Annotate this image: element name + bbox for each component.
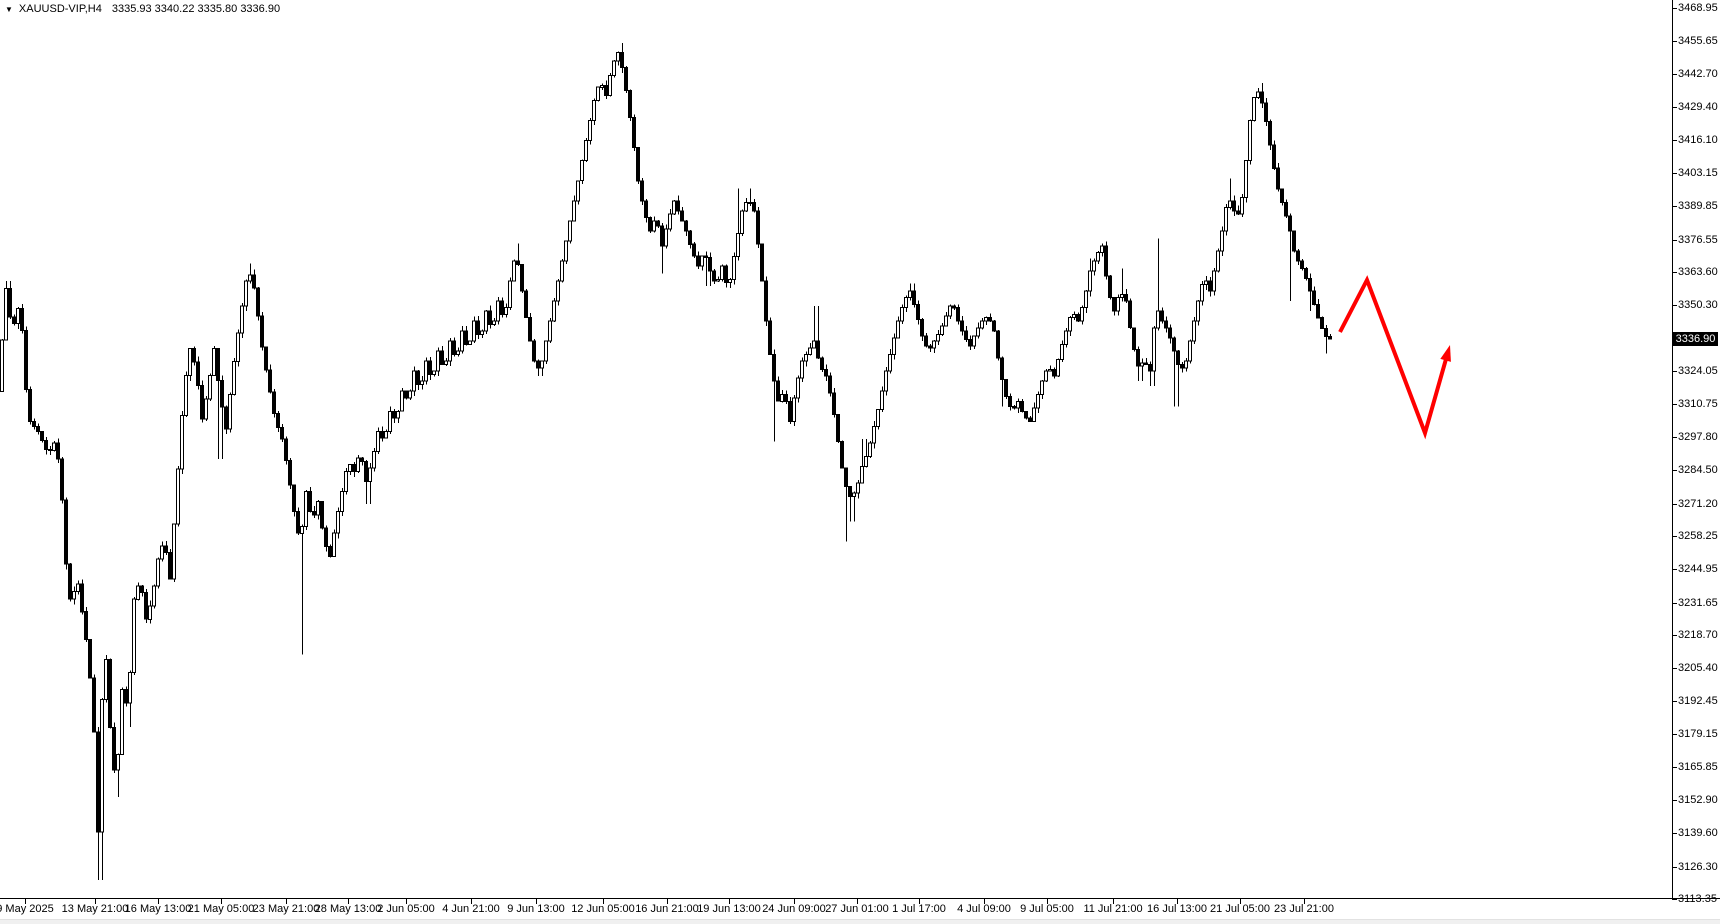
time-axis-label: 27 Jun 01:00 xyxy=(825,903,889,915)
time-axis-label: 2 Jun 05:00 xyxy=(377,903,435,915)
time-axis-label: 23 May 21:00 xyxy=(252,903,320,915)
time-axis-label: 21 Jul 05:00 xyxy=(1210,903,1270,915)
price-axis-label: 3416.10 xyxy=(1678,134,1718,146)
time-axis-label: 9 Jun 13:00 xyxy=(507,903,565,915)
price-axis-label: 3455.65 xyxy=(1678,35,1718,47)
axes xyxy=(0,0,1720,904)
current-price-tag: 3336.90 xyxy=(1673,332,1718,346)
price-axis-label: 3376.55 xyxy=(1678,234,1718,246)
time-axis-label: 4 Jun 21:00 xyxy=(442,903,500,915)
time-axis-label: 13 May 21:00 xyxy=(61,903,129,915)
price-axis-label: 3403.15 xyxy=(1678,167,1718,179)
price-axis-label: 3139.60 xyxy=(1678,827,1718,839)
price-axis-label: 3113.35 xyxy=(1678,893,1717,905)
price-axis-label: 3429.40 xyxy=(1678,101,1718,113)
price-axis-label: 3363.60 xyxy=(1678,266,1718,278)
chart-title: ▼ XAUUSD-VIP,H4 3335.93 3340.22 3335.80 … xyxy=(5,3,280,15)
time-axis-label: 9 May 2025 xyxy=(0,903,54,915)
time-axis-label: 12 Jun 05:00 xyxy=(571,903,635,915)
price-axis-label: 3310.75 xyxy=(1678,398,1718,410)
price-axis-label: 3324.05 xyxy=(1678,365,1718,377)
time-axis-label: 4 Jul 09:00 xyxy=(957,903,1011,915)
time-axis-label: 11 Jul 21:00 xyxy=(1083,903,1143,915)
candles xyxy=(0,43,1332,880)
time-axis-label: 16 Jun 21:00 xyxy=(635,903,699,915)
chart-menu-dropdown-icon[interactable]: ▼ xyxy=(5,4,13,14)
price-axis-label: 3205.40 xyxy=(1678,662,1718,674)
window-bottom-strip xyxy=(0,919,1720,924)
time-axis-label: 1 Jul 17:00 xyxy=(892,903,946,915)
time-axis-label: 9 Jul 05:00 xyxy=(1020,903,1074,915)
symbol-period-label: XAUUSD-VIP,H4 xyxy=(18,3,102,15)
price-axis-label: 3244.95 xyxy=(1678,563,1718,575)
ohlc-quote-label: 3335.93 3340.22 3335.80 3336.90 xyxy=(111,3,281,15)
price-axis-label: 3258.25 xyxy=(1678,530,1718,542)
price-axis-label: 3126.30 xyxy=(1678,861,1718,873)
time-axis-label: 16 Jul 13:00 xyxy=(1147,903,1207,915)
time-axis-label: 24 Jun 09:00 xyxy=(762,903,826,915)
price-axis-label: 3165.85 xyxy=(1678,761,1718,773)
price-axis-label: 3231.65 xyxy=(1678,597,1718,609)
price-axis-label: 3218.70 xyxy=(1678,629,1718,641)
price-axis-label: 3284.50 xyxy=(1678,464,1718,476)
time-axis-label: 16 May 13:00 xyxy=(124,903,192,915)
price-axis-label: 3179.15 xyxy=(1678,728,1718,740)
trend-arrow[interactable] xyxy=(1338,275,1451,440)
price-axis-label: 3468.95 xyxy=(1678,2,1718,14)
time-axis-label: 28 May 13:00 xyxy=(314,903,382,915)
price-axis-label: 3152.90 xyxy=(1678,794,1718,806)
time-axis-label: 23 Jul 21:00 xyxy=(1274,903,1334,915)
price-axis-label: 3389.85 xyxy=(1678,200,1718,212)
time-axis-label: 19 Jun 13:00 xyxy=(697,903,761,915)
time-axis-label: 21 May 05:00 xyxy=(187,903,255,915)
price-axis-label: 3271.20 xyxy=(1678,498,1718,510)
price-axis-label: 3297.80 xyxy=(1678,431,1718,443)
price-axis-label: 3442.70 xyxy=(1678,68,1718,80)
price-axis-label: 3192.45 xyxy=(1678,695,1718,707)
price-axis-label: 3350.30 xyxy=(1678,299,1718,311)
